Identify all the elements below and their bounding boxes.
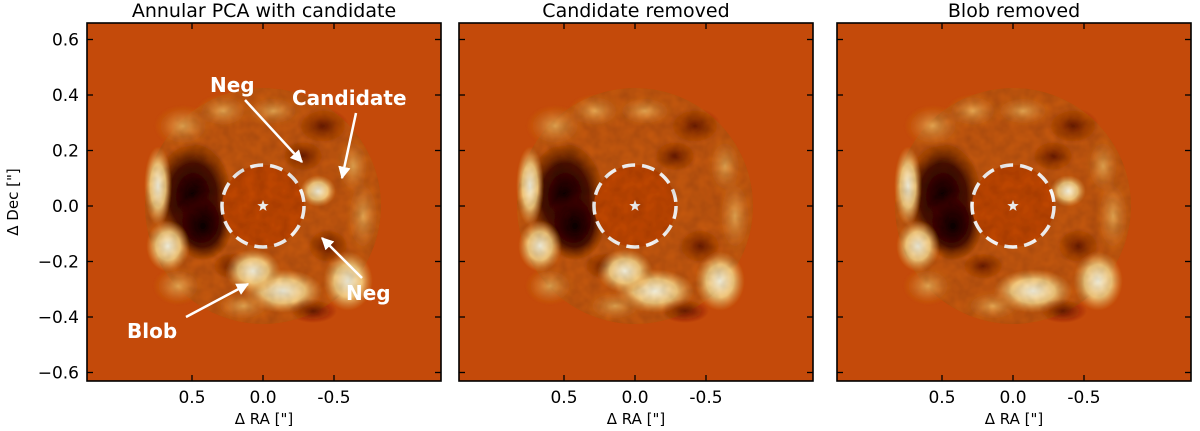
image-content — [144, 88, 381, 324]
speckle — [152, 266, 204, 306]
y-tick-label: −0.2 — [38, 253, 79, 273]
panel-2: Candidate removed 0.5 0.0 -0.5 Δ RA ["] — [458, 0, 814, 428]
bright-arc — [323, 251, 373, 311]
speckle — [993, 95, 1053, 127]
panel-3: Blob removed 0.5 0.0 -0.5 Δ RA ["] — [836, 0, 1192, 428]
arrow-neg-right-icon — [321, 237, 363, 279]
arrow-blob-icon — [185, 282, 250, 319]
speckle — [963, 290, 1023, 322]
x-tick-label: 0.5 — [928, 388, 955, 408]
x-tick-label: 0.0 — [999, 388, 1026, 408]
speckle — [289, 299, 337, 323]
mask-outline — [220, 163, 306, 249]
annotation-candidate: Candidate — [292, 86, 407, 110]
speckle — [213, 290, 273, 322]
speckle — [961, 252, 1005, 280]
bright-arc — [518, 220, 562, 272]
candidate-source — [300, 175, 336, 207]
blob-source — [225, 249, 281, 293]
annotation-neg-right: Neg — [346, 281, 391, 305]
speckle — [195, 93, 251, 129]
bright-arc — [894, 146, 922, 226]
speckle — [1095, 176, 1131, 256]
bright-arc — [695, 251, 745, 311]
x-axis-label: Δ RA ["] — [985, 410, 1043, 428]
axes-frame — [458, 22, 814, 382]
speckle — [615, 95, 675, 127]
x-axis-label: Δ RA ["] — [235, 410, 293, 428]
x-tick-label: -0.5 — [317, 388, 350, 408]
speckle — [524, 266, 576, 306]
speckle — [1047, 108, 1099, 144]
x-tick-label: 0.5 — [550, 388, 577, 408]
panel-title: Annular PCA with candidate — [132, 0, 396, 22]
image-content — [894, 88, 1131, 324]
speckle — [1039, 299, 1087, 323]
y-tick-label: 0.2 — [52, 142, 79, 162]
mask-outline — [970, 163, 1056, 249]
speckle — [567, 93, 623, 129]
bright-arc — [1073, 251, 1123, 311]
arrow-neg-top-icon — [244, 99, 303, 163]
speckle — [678, 228, 722, 264]
speckle — [297, 108, 349, 144]
speckle — [661, 299, 709, 323]
speckle — [902, 266, 954, 306]
bright-arc — [144, 146, 172, 226]
panel-1: Annular PCA with candidate 0.5 0.0 -0.5 0.6 0… — [4, 0, 442, 428]
y-tick-label: 0.0 — [52, 197, 79, 217]
panel-title: Blob removed — [948, 0, 1080, 22]
image-content — [516, 88, 753, 324]
x-tick-label: 0.0 — [621, 388, 648, 408]
mask-outline — [592, 163, 678, 249]
speckle — [717, 176, 753, 256]
y-tick-label: −0.6 — [38, 364, 79, 384]
axes-frame — [86, 22, 442, 382]
speckle — [345, 176, 381, 256]
x-tick-label: 0.5 — [178, 388, 205, 408]
bright-arc — [516, 146, 544, 226]
speckle — [945, 93, 1001, 129]
x-tick-label: 0.0 — [249, 388, 276, 408]
panel-title: Candidate removed — [542, 0, 729, 22]
arrow-candidate-icon — [338, 112, 358, 180]
speckle — [1056, 228, 1100, 264]
star-marker-icon — [629, 200, 641, 211]
bright-arc — [146, 220, 190, 272]
annotation-blob: Blob — [127, 319, 177, 343]
blob-source — [597, 249, 653, 293]
speckle — [243, 95, 303, 127]
bright-arc — [896, 220, 940, 272]
annotations: Neg Candidate Neg Blob — [127, 73, 407, 343]
speckle — [585, 290, 645, 322]
x-axis-label: Δ RA ["] — [607, 410, 665, 428]
star-marker-icon — [257, 200, 269, 211]
y-tick-label: −0.4 — [38, 308, 79, 328]
y-tick-label: 0.4 — [52, 86, 79, 106]
axes-frame — [836, 22, 1192, 382]
speckle — [281, 140, 325, 172]
star-marker-icon — [1007, 200, 1019, 211]
annotation-neg-top: Neg — [210, 73, 255, 97]
y-axis-label: Δ Dec ["] — [4, 168, 22, 235]
speckle — [653, 140, 697, 172]
speckle — [669, 108, 721, 144]
candidate-source — [1050, 175, 1086, 207]
y-tick-label: 0.6 — [52, 31, 79, 51]
speckle — [1031, 140, 1075, 172]
x-tick-label: -0.5 — [689, 388, 722, 408]
x-tick-label: -0.5 — [1067, 388, 1100, 408]
